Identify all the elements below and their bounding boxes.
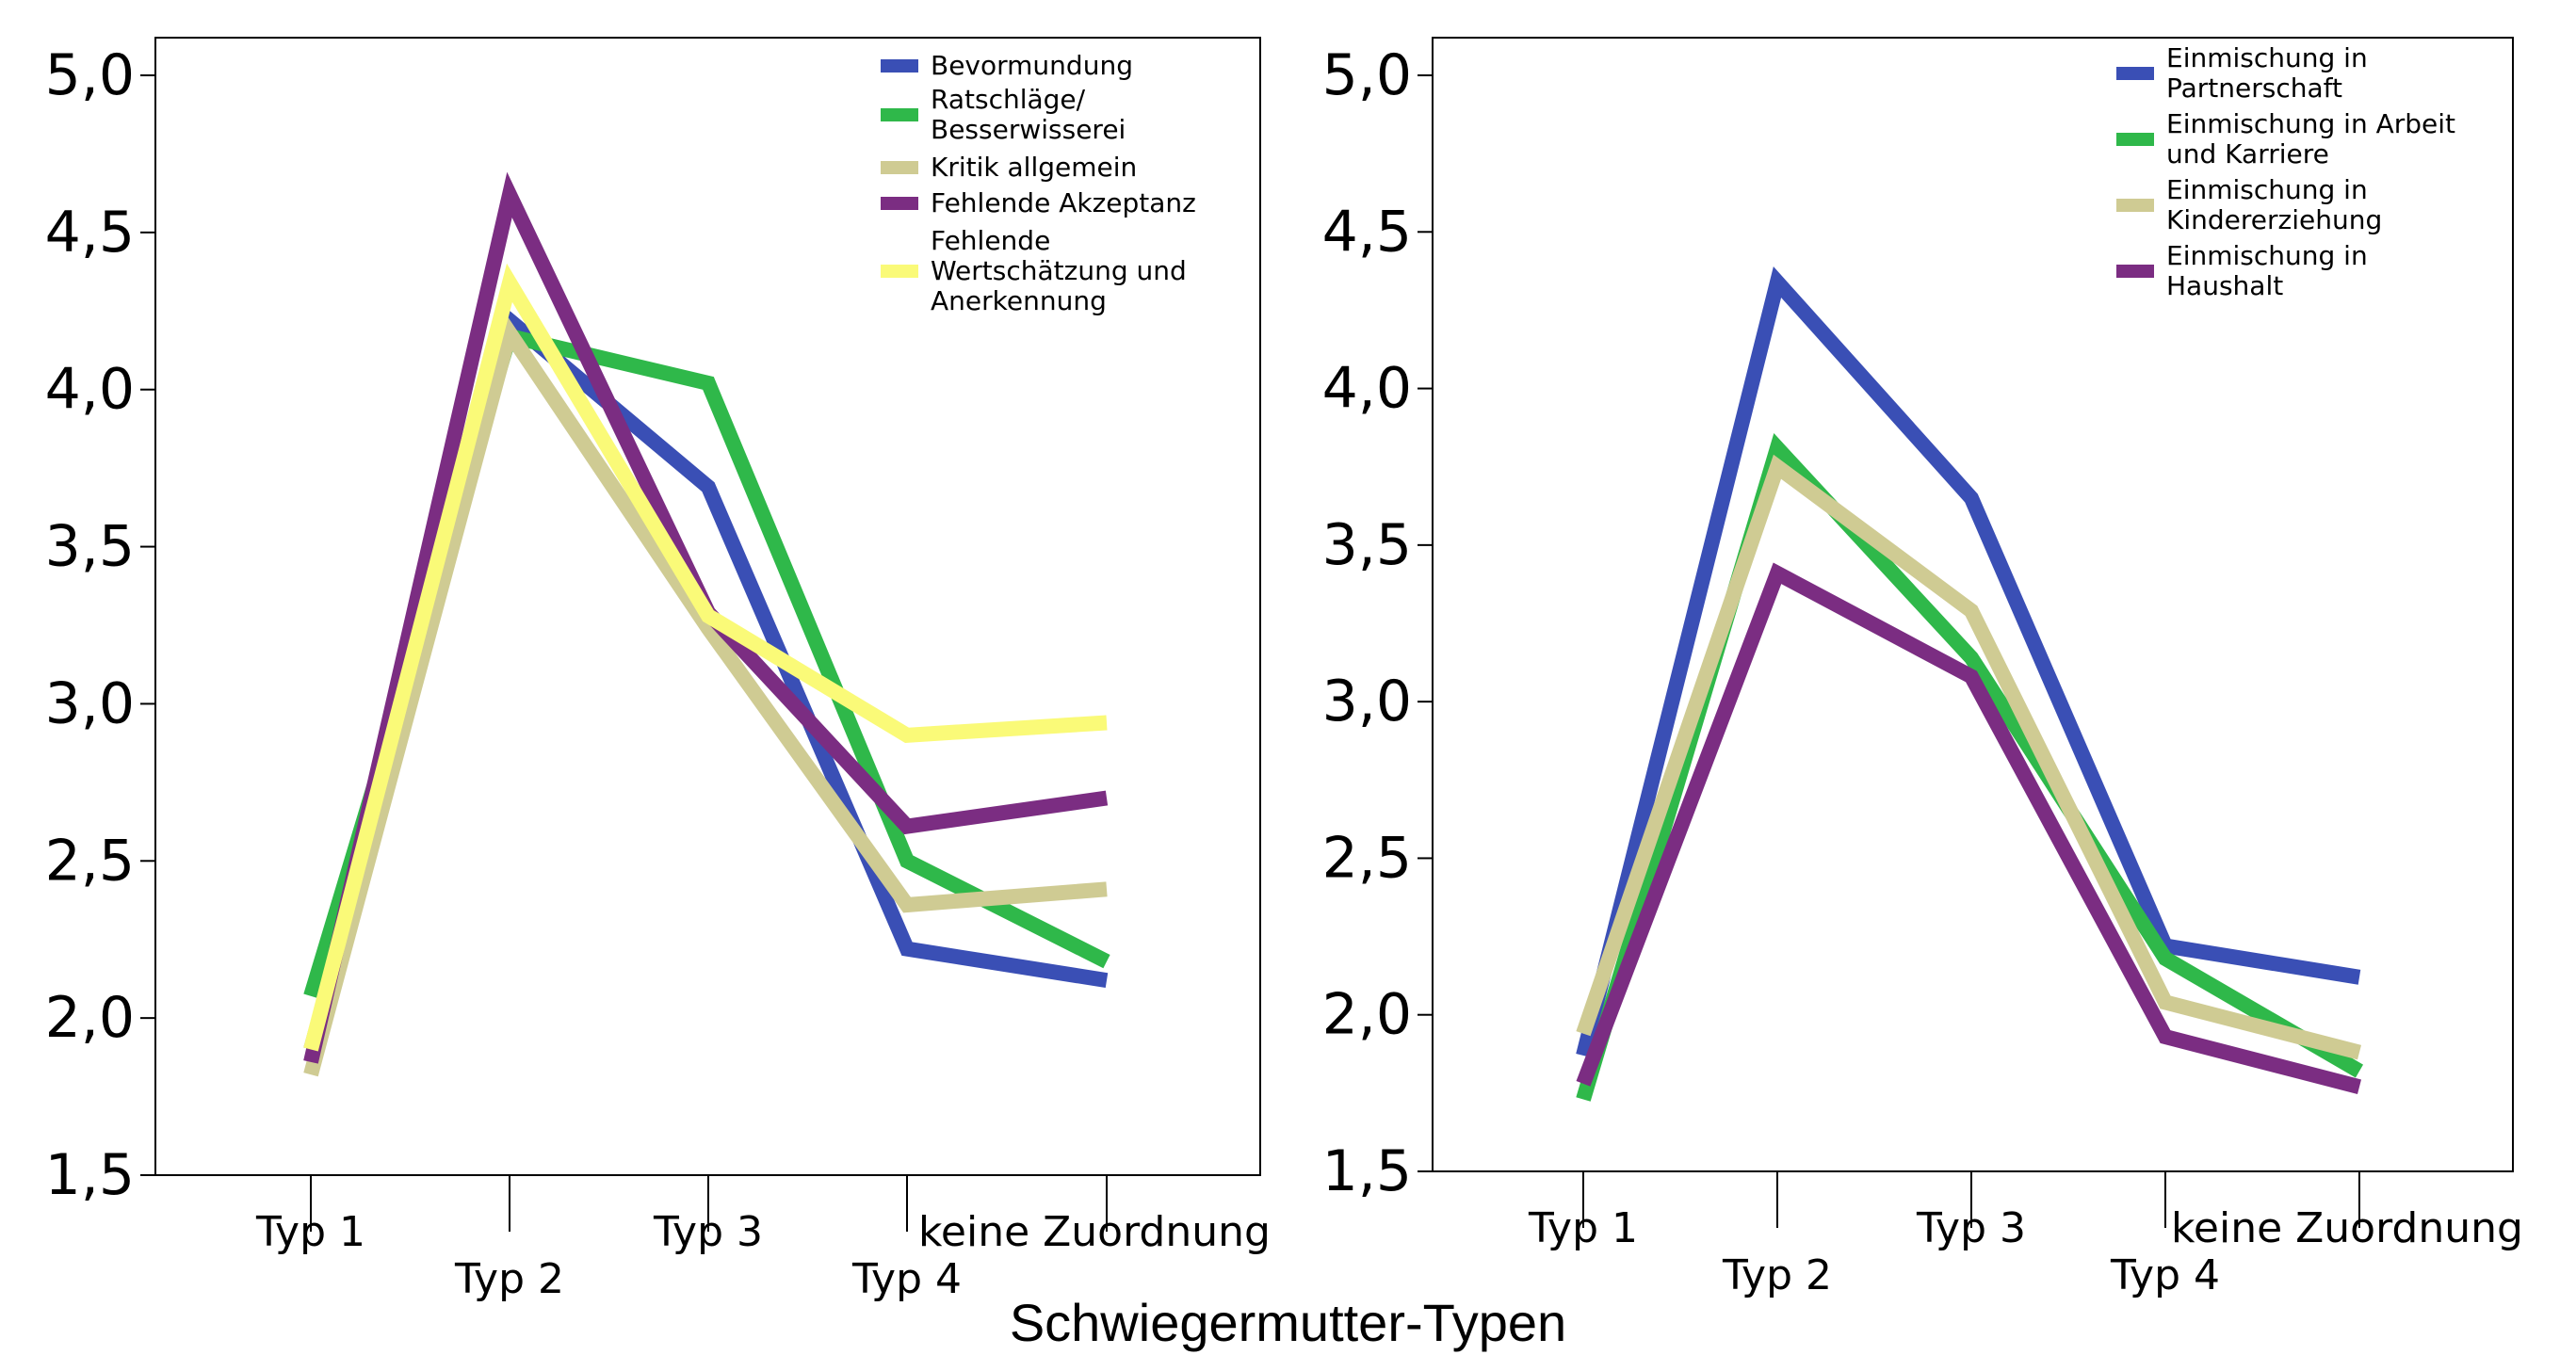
series-line-1	[303, 307, 1109, 1052]
y-tick-label: 2,5	[1322, 825, 1412, 891]
x-tick-label: Typ 4	[2110, 1251, 2220, 1299]
y-tick-label: 5,0	[1322, 42, 1412, 108]
series-line-1	[1576, 266, 2361, 1057]
series-line-5	[303, 263, 1108, 1052]
chart-panel-1: 1,5 2,0 2,5 3,0 3,5 4,0 4,5 5,0 Typ 1 Typ 2 Typ 3 T…	[45, 37, 1271, 1303]
x-tick-label: Typ 3	[653, 1208, 763, 1256]
y-tick-label: 3,5	[1322, 512, 1412, 578]
x-tick-label: Typ 1	[1528, 1204, 1638, 1252]
x-tick-label: Typ 4	[851, 1255, 962, 1303]
y-tick-label: 1,5	[45, 1142, 135, 1208]
series-line-3	[1576, 454, 2362, 1060]
x-tick-label: keine Zuordnung	[2171, 1204, 2523, 1252]
legend-label: Fehlende Akzeptanz	[931, 187, 1196, 218]
y-tick-label: 2,5	[45, 828, 135, 894]
legend-label: und Karriere	[2166, 138, 2329, 169]
legend-label: Ratschläge/	[931, 84, 1086, 115]
chart-panel-2: 1,5 2,0 2,5 3,0 3,5 4,0 4,5 5,0 Typ 1 Typ 2 Typ 3 T…	[1322, 37, 2523, 1299]
legend-label: Wertschätzung und	[931, 255, 1187, 286]
series-line-4	[1576, 562, 2362, 1094]
legend-label: Haushalt	[2166, 270, 2283, 301]
legend-label: Einmischung in	[2166, 174, 2368, 205]
y-tick-label: 3,0	[45, 670, 135, 736]
legend-label: Anerkennung	[931, 285, 1107, 316]
legend-label: Besserwisserei	[931, 114, 1126, 145]
x-tick-label: Typ 2	[454, 1255, 564, 1303]
y-tick-label: 4,0	[45, 357, 135, 423]
x-axis-title: Schwiegermutter-Typen	[1009, 1293, 1567, 1352]
x-tick-label: Typ 3	[1916, 1204, 2026, 1252]
y-tick-label: 3,0	[1322, 669, 1412, 734]
legend-label: Einmischung in	[2166, 240, 2368, 271]
legend-label: Einmischung in	[2166, 42, 2368, 73]
y-tick-label: 4,5	[1322, 199, 1412, 265]
series-line-3	[303, 315, 1108, 1077]
plot-frame	[1432, 37, 2514, 1172]
y-tick-label: 2,0	[1322, 982, 1412, 1048]
y-tick-label: 4,0	[1322, 356, 1412, 422]
legend-label: Partnerschaft	[2166, 73, 2342, 104]
y-tick-label: 1,5	[1322, 1138, 1412, 1204]
x-tick-label: keine Zuordnung	[918, 1208, 1271, 1256]
legend-label: Kritik allgemein	[931, 152, 1137, 183]
y-tick-label: 4,5	[45, 200, 135, 266]
x-tick-label: Typ 2	[1722, 1251, 1832, 1299]
legend-label: Einmischung in Arbeit	[2166, 108, 2455, 139]
y-tick-label: 3,5	[45, 514, 135, 580]
y-tick-label: 5,0	[45, 42, 135, 108]
legend-label: Kindererziehung	[2166, 204, 2382, 235]
legend-label: Fehlende	[931, 225, 1050, 256]
x-tick-label: Typ 1	[255, 1208, 365, 1256]
legend-label: Bevormundung	[931, 50, 1133, 81]
y-tick-label: 2,0	[45, 985, 135, 1051]
